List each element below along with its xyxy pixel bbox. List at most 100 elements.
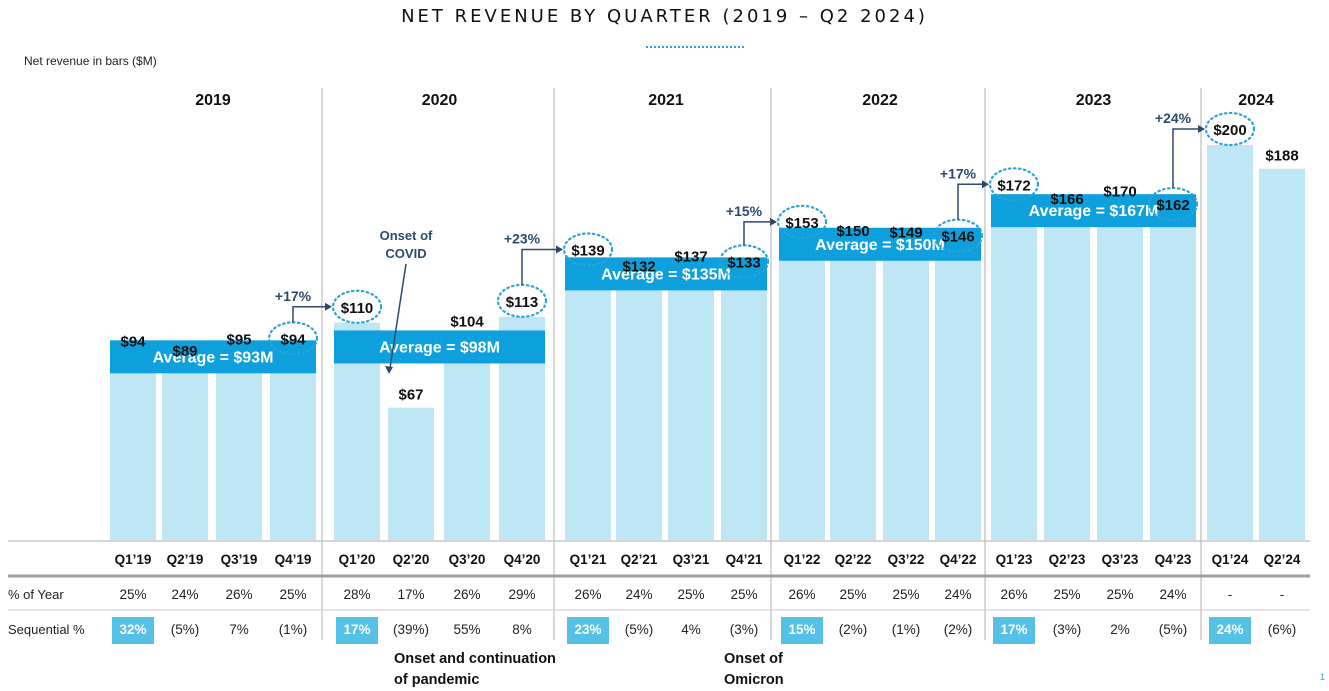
year-header: 2020	[422, 92, 458, 109]
table-cell: 2%	[1110, 622, 1130, 637]
year-header: 2021	[648, 92, 684, 109]
highlight-cell	[1209, 617, 1251, 644]
y-axis-label: Net revenue in bars ($M)	[24, 54, 157, 68]
dotted-highlight-circle	[562, 232, 614, 267]
quarter-label: Q2’21	[621, 552, 658, 567]
dotted-highlight-circle	[718, 244, 770, 279]
bar-value-label: $132	[622, 258, 655, 275]
bar	[216, 352, 262, 540]
quarter-label: Q2’22	[835, 552, 872, 567]
table-cell: 25%	[279, 587, 306, 602]
bar	[830, 243, 876, 540]
table-row-label: % of Year	[8, 587, 64, 602]
growth-label: +17%	[275, 288, 312, 304]
growth-arrow	[957, 183, 988, 220]
bar	[721, 277, 767, 540]
bar	[110, 354, 156, 540]
bar-value-label: $149	[889, 225, 922, 242]
bar	[779, 237, 825, 540]
table-cell: 24%	[944, 587, 971, 602]
bar	[1044, 212, 1090, 540]
growth-label: +24%	[1155, 110, 1192, 126]
bar	[388, 407, 434, 540]
bar-value-label: $133	[727, 254, 760, 271]
bar	[935, 251, 981, 540]
table-row-label: Sequential %	[8, 622, 85, 637]
table-cell: 28%	[343, 587, 370, 602]
quarter-label: Q3’19	[221, 552, 258, 567]
footnote-text: of pandemic	[394, 672, 479, 688]
bar-value-label: $94	[120, 333, 146, 350]
table-cell: 17%	[343, 622, 370, 637]
table-cell: 15%	[788, 622, 815, 637]
table-cell: 25%	[839, 587, 866, 602]
table-cell: 17%	[397, 587, 424, 602]
footnote-text: Onset of	[724, 651, 783, 667]
bar	[1097, 204, 1143, 540]
highlight-cell	[112, 617, 154, 644]
quarter-label: Q2’23	[1049, 552, 1086, 567]
bar-value-label: $172	[997, 177, 1030, 194]
bar-value-label: $137	[674, 248, 707, 265]
arrow-head-icon	[385, 366, 393, 374]
callout-arrow	[389, 263, 407, 369]
dotted-highlight-circle	[1204, 111, 1256, 147]
arrow-head-icon	[770, 217, 777, 226]
bar	[444, 334, 490, 540]
table-cell: 55%	[453, 622, 480, 637]
growth-label: +23%	[504, 230, 541, 246]
table-cell: 32%	[119, 622, 146, 637]
table-cell: 26%	[453, 587, 480, 602]
table-cell: 25%	[1106, 587, 1133, 602]
table-cell: 24%	[625, 587, 652, 602]
bar	[1207, 145, 1253, 540]
bar-value-label: $95	[226, 331, 251, 348]
table-cell: 25%	[119, 587, 146, 602]
arrow-head-icon	[982, 180, 989, 189]
average-label: Average = $98M	[379, 339, 500, 356]
highlight-cell	[336, 617, 378, 644]
growth-arrow	[521, 248, 562, 285]
highlight-cell	[567, 617, 609, 644]
bar	[270, 354, 316, 540]
average-label: Average = $135M	[601, 266, 731, 283]
quarter-label: Q4’21	[726, 552, 763, 567]
table-cell: 4%	[681, 622, 701, 637]
growth-label: +15%	[726, 203, 763, 219]
quarter-label: Q4’19	[275, 552, 312, 567]
quarter-label: Q3’21	[673, 552, 710, 567]
table-cell: -	[1280, 587, 1285, 602]
year-header: 2024	[1238, 92, 1274, 109]
dotted-highlight-circle	[776, 204, 828, 239]
quarter-label: Q1’22	[784, 552, 821, 567]
quarter-label: Q4’22	[940, 552, 977, 567]
bar-value-label: $170	[1103, 183, 1136, 200]
quarter-label: Q3’22	[888, 552, 925, 567]
quarter-label: Q2’24	[1264, 552, 1301, 567]
bar-value-label: $113	[506, 294, 539, 311]
bar	[1150, 220, 1196, 541]
average-band	[334, 330, 545, 364]
arrow-head-icon	[556, 245, 563, 254]
quarter-label: Q4’20	[504, 552, 541, 567]
quarter-label: Q1’21	[570, 552, 607, 567]
table-cell: 8%	[512, 622, 532, 637]
highlight-cell	[781, 617, 823, 644]
bar	[883, 245, 929, 540]
table-cell: 23%	[574, 622, 601, 637]
bar-value-label: $166	[1050, 191, 1083, 208]
table-cell: (2%)	[839, 622, 868, 637]
footnote-text: Omicron	[724, 672, 784, 688]
table-cell: 25%	[892, 587, 919, 602]
bar-value-label: $150	[836, 223, 869, 240]
bar-value-label: $162	[1156, 197, 1189, 214]
year-header: 2023	[1076, 92, 1112, 109]
growth-label: +17%	[940, 165, 977, 181]
table-cell: 24%	[1159, 587, 1186, 602]
table-cell: 17%	[1000, 622, 1027, 637]
average-band	[991, 194, 1196, 228]
quarter-label: Q1’23	[996, 552, 1033, 567]
quarter-label: Q1’24	[1212, 552, 1249, 567]
bar-value-label: $67	[398, 387, 423, 404]
